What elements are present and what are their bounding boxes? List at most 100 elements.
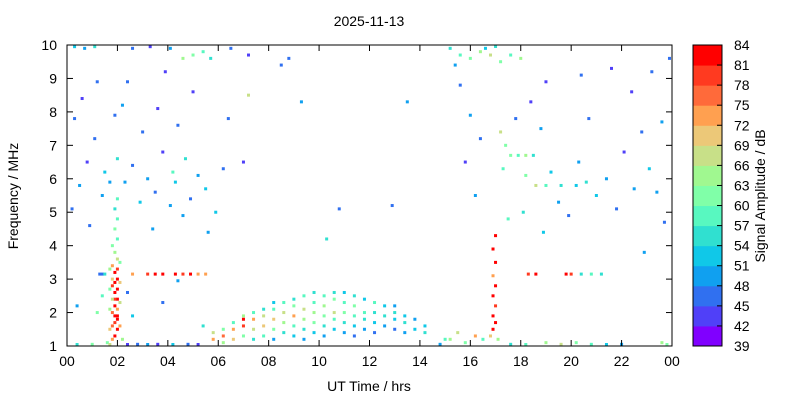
heatmap-cell <box>168 204 172 208</box>
heatmap-cell <box>113 280 117 284</box>
heatmap-cell <box>141 130 145 134</box>
colorbar-label: Signal Amplitude / dB <box>752 129 768 262</box>
colorbar-swatch <box>693 265 722 287</box>
heatmap-cell <box>494 284 498 288</box>
heatmap-cell <box>204 272 208 276</box>
heatmap-cell <box>151 227 155 231</box>
heatmap-cell <box>131 272 135 276</box>
heatmap-cell <box>148 45 152 49</box>
heatmap-cell <box>176 279 180 283</box>
heatmap-cell <box>660 120 664 124</box>
heatmap-cell <box>405 100 409 104</box>
heatmap-cell <box>181 56 185 60</box>
heatmap-cell <box>569 272 573 276</box>
colorbar-swatch <box>693 165 722 186</box>
heatmap-cell <box>342 311 346 315</box>
heatmap-cell <box>196 173 200 177</box>
heatmap-cell <box>604 177 608 181</box>
heatmap-cell <box>196 343 200 346</box>
heatmap-cell <box>115 287 119 291</box>
heatmap-cell <box>204 187 208 191</box>
heatmap-cell <box>105 341 109 345</box>
heatmap-cell <box>373 301 377 305</box>
heatmap-cell <box>615 207 619 211</box>
heatmap-cell <box>438 342 442 346</box>
colorbar-swatch <box>693 105 722 126</box>
heatmap-cell <box>660 341 664 345</box>
colorbar-tick-label: 66 <box>734 157 750 173</box>
heatmap-cell <box>539 127 543 131</box>
heatmap-cell <box>494 260 498 264</box>
heatmap-cell <box>211 331 215 335</box>
heatmap-cell <box>115 277 119 281</box>
heatmap-cell <box>423 331 427 335</box>
heatmap-cell <box>403 331 407 335</box>
heatmap-cell <box>241 334 245 338</box>
heatmap-cell <box>373 311 377 315</box>
heatmap-cell <box>494 45 498 48</box>
heatmap-cell <box>468 56 472 60</box>
heatmap-cell <box>352 334 356 338</box>
y-axis-label: Frequency / MHz <box>5 143 21 250</box>
heatmap-cell <box>70 207 74 211</box>
heatmap-cell <box>136 342 140 346</box>
colorbar-tick-label: 45 <box>734 298 750 314</box>
heatmap-cell <box>584 180 588 184</box>
heatmap-cell <box>622 150 626 154</box>
heatmap-cell <box>131 163 135 167</box>
heatmap-cell <box>118 324 122 328</box>
heatmap-cell <box>108 343 112 346</box>
heatmap-cell <box>292 324 296 328</box>
colorbar-swatch <box>693 185 722 207</box>
heatmap-cell <box>146 343 150 346</box>
heatmap-cell <box>491 274 495 278</box>
y-axis: 1 2 3 4 5 6 7 8 9 10 <box>41 37 672 354</box>
heatmap-cell <box>214 210 218 214</box>
heatmap-cell <box>153 190 157 194</box>
heatmap-cell <box>559 183 563 187</box>
heatmap-cell <box>115 257 119 261</box>
heatmap-cell <box>113 304 117 308</box>
heatmap-cell <box>483 46 487 50</box>
heatmap-cell <box>524 343 528 346</box>
heatmap-cell <box>181 272 185 276</box>
x-tick-label: 14 <box>412 353 428 369</box>
heatmap-cell <box>491 314 495 318</box>
heatmap-cell <box>604 343 608 346</box>
heatmap-cell <box>481 337 485 341</box>
heatmap-cell <box>322 314 326 318</box>
heatmap-cell <box>161 272 165 276</box>
chart-title: 2025-11-13 <box>334 13 405 29</box>
heatmap-cell <box>161 301 165 305</box>
heatmap-cell <box>191 90 195 94</box>
heatmap-cell <box>252 337 256 341</box>
heatmap-cell <box>189 272 193 276</box>
heatmap-cell <box>229 46 233 50</box>
heatmap-cell <box>516 153 520 157</box>
heatmap-cell <box>594 194 598 197</box>
y-tick-label: 9 <box>49 70 57 86</box>
heatmap-cell <box>491 327 495 331</box>
heatmap-cell <box>567 214 571 218</box>
heatmap-cell <box>393 317 397 321</box>
heatmap-cell <box>113 227 117 231</box>
colorbar-swatch <box>693 205 722 227</box>
x-tick-label: 00 <box>664 353 680 369</box>
heatmap-cell <box>93 137 97 141</box>
heatmap-cell <box>473 194 477 197</box>
heatmap-cell <box>110 297 114 301</box>
heatmap-cell <box>393 304 397 308</box>
heatmap-cell <box>287 56 291 60</box>
heatmap-cell <box>373 321 377 325</box>
heatmap-cell <box>282 311 286 315</box>
heatmap-cell <box>325 237 329 241</box>
heatmap-cell <box>650 70 654 74</box>
x-tick-label: 16 <box>463 353 479 369</box>
heatmap-cell <box>252 327 256 331</box>
heatmap-cell <box>262 314 266 318</box>
heatmap-cell <box>113 207 117 211</box>
heatmap-cell <box>362 327 366 331</box>
heatmap-cell <box>589 272 593 276</box>
heatmap-cell <box>115 237 119 241</box>
